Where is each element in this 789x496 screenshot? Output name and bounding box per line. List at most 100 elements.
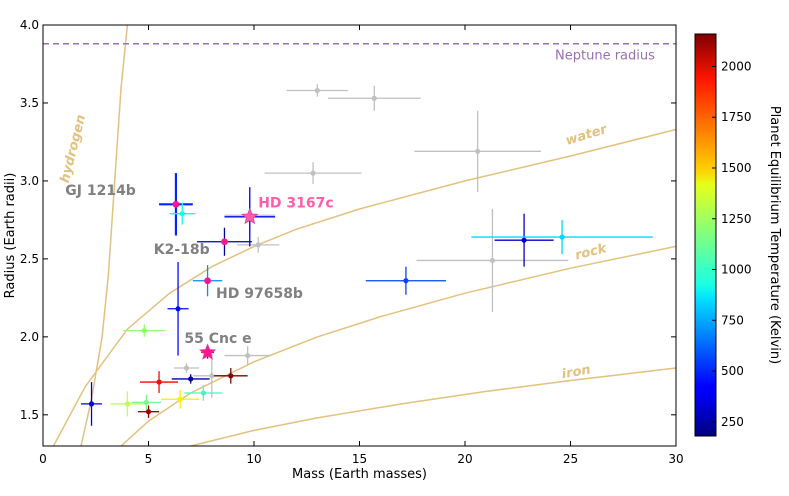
gray-point-10-marker bbox=[209, 373, 215, 379]
planet-label-2: HD 3167c bbox=[258, 195, 333, 211]
planet-label-4: HD 97658b bbox=[216, 286, 303, 302]
planet-label-3: K2-18b bbox=[154, 242, 210, 258]
temp-point-14-marker bbox=[228, 373, 234, 379]
temp-point-10 bbox=[123, 324, 166, 337]
temp-point-5-marker bbox=[175, 306, 181, 312]
gray-point-7 bbox=[416, 208, 569, 312]
curve-label-water: water bbox=[564, 122, 610, 149]
hd3167c-star bbox=[241, 207, 259, 225]
temp-point-9-marker bbox=[403, 278, 409, 284]
plot-frame bbox=[42, 24, 677, 447]
curve-iron bbox=[190, 367, 676, 446]
x-tick-label-1: 5 bbox=[145, 452, 153, 466]
colorbar-tick-label-5: 1500 bbox=[721, 161, 752, 175]
x-tick-label-2: 10 bbox=[246, 452, 261, 466]
colorbar-tick-label-7: 2000 bbox=[721, 59, 752, 73]
temp-point-12-marker bbox=[156, 379, 162, 385]
y-tick-label-2: 2.5 bbox=[20, 252, 39, 266]
temp-point-16 bbox=[110, 391, 145, 417]
gray-point-8-marker bbox=[245, 352, 251, 359]
gray-point-1 bbox=[286, 84, 348, 97]
curve-label-hydrogen: hydrogen bbox=[58, 113, 89, 184]
temp-point-12 bbox=[140, 371, 179, 393]
temp-point-17 bbox=[131, 394, 162, 411]
gray-point-4 bbox=[264, 162, 362, 185]
gray-point-3-marker bbox=[475, 148, 481, 154]
colorbar-tick-label-0: 250 bbox=[721, 415, 744, 429]
gj1214b-dot bbox=[172, 200, 180, 208]
x-axis-title: Mass (Earth masses) bbox=[292, 467, 427, 482]
gray-point-1-marker bbox=[314, 87, 320, 94]
colorbar-gradient bbox=[695, 34, 716, 436]
temp-point-20 bbox=[137, 405, 160, 418]
temp-point-14 bbox=[213, 368, 248, 384]
temperature-points bbox=[80, 173, 653, 426]
curve-water bbox=[52, 128, 676, 446]
curve-rock bbox=[120, 245, 676, 446]
y-tick-label-4: 3.5 bbox=[20, 96, 39, 110]
gray-point-6 bbox=[237, 237, 280, 253]
colorbar-tick-label-1: 500 bbox=[721, 364, 744, 378]
cnc55e-star bbox=[199, 343, 217, 360]
gray-point-2 bbox=[327, 85, 421, 111]
temp-point-9 bbox=[365, 266, 447, 295]
x-tick-label-4: 20 bbox=[457, 452, 472, 466]
gray-point-7-marker bbox=[489, 257, 496, 264]
temp-point-2-marker bbox=[179, 211, 185, 217]
y-tick-label-3: 3.0 bbox=[20, 174, 39, 188]
temp-point-13 bbox=[171, 374, 210, 384]
colorbar: 250 500 750 1000 1250 1500 1750 2000 Planet Equi… bbox=[694, 33, 782, 437]
temp-point-2 bbox=[169, 202, 195, 225]
curve-label-iron: iron bbox=[561, 362, 592, 382]
gray-point-9 bbox=[173, 363, 200, 373]
y-tick-label-1: 2.0 bbox=[20, 330, 39, 344]
gray-point-3 bbox=[414, 110, 541, 192]
temp-point-16-marker bbox=[124, 401, 130, 407]
colorbar-title: Planet Equilibrium Temperature (Kelvin) bbox=[767, 106, 782, 364]
gray-point-4-marker bbox=[310, 170, 316, 176]
x-tick-label-6: 30 bbox=[668, 452, 683, 466]
composition-curves bbox=[52, 25, 676, 446]
y-tick-label-5: 4.0 bbox=[20, 18, 39, 32]
temp-point-20-marker bbox=[145, 409, 152, 415]
colorbar-frame bbox=[694, 33, 717, 437]
y-tick-label-0: 1.5 bbox=[20, 408, 39, 422]
colorbar-tick-label-6: 1750 bbox=[721, 110, 752, 124]
temp-point-19-marker bbox=[200, 390, 206, 396]
temp-point-7 bbox=[494, 213, 554, 267]
neptune-radius-label: Neptune radius bbox=[555, 49, 655, 64]
planet-label-5: 55 Cnc e bbox=[184, 331, 251, 347]
temp-point-15-marker bbox=[88, 401, 95, 407]
colorbar-tick-label-2: 750 bbox=[721, 313, 744, 327]
colorbar-tick-label-3: 1000 bbox=[721, 263, 752, 277]
temp-point-8-marker bbox=[559, 234, 565, 240]
temp-point-10-marker bbox=[141, 328, 147, 334]
temp-point-7-marker bbox=[521, 237, 527, 243]
temp-point-18-marker bbox=[177, 396, 183, 402]
gray-point-9-marker bbox=[183, 365, 190, 371]
curve-label-rock: rock bbox=[574, 241, 610, 264]
k218b-dot bbox=[221, 238, 228, 246]
gray-point-2-marker bbox=[371, 95, 377, 101]
planet-label-1: GJ 1214b bbox=[65, 183, 136, 199]
colorbar-tick-label-4: 1250 bbox=[721, 212, 752, 226]
gray-points bbox=[173, 84, 569, 398]
temp-point-13-marker bbox=[188, 376, 194, 382]
x-tick-label-3: 15 bbox=[352, 452, 367, 466]
highlight-markers bbox=[172, 200, 259, 360]
axes: 0 5 10 15 20 25 30 1.5 2.0 2.5 3.0 3.5 4.0 Mass (Eart… bbox=[3, 18, 684, 482]
temp-point-8 bbox=[471, 219, 653, 255]
x-tick-label-0: 0 bbox=[39, 452, 47, 466]
gray-point-6-marker bbox=[255, 242, 261, 248]
gray-point-8 bbox=[224, 346, 271, 365]
temp-point-5 bbox=[167, 262, 189, 356]
temp-point-15 bbox=[80, 382, 103, 426]
y-axis-title: Radius (Earth radii) bbox=[3, 173, 18, 299]
hd97658b-dot bbox=[204, 277, 211, 285]
temp-point-18 bbox=[161, 389, 200, 409]
temp-point-17-marker bbox=[143, 399, 149, 405]
temp-point-19 bbox=[184, 385, 223, 401]
x-tick-label-5: 25 bbox=[563, 452, 578, 466]
